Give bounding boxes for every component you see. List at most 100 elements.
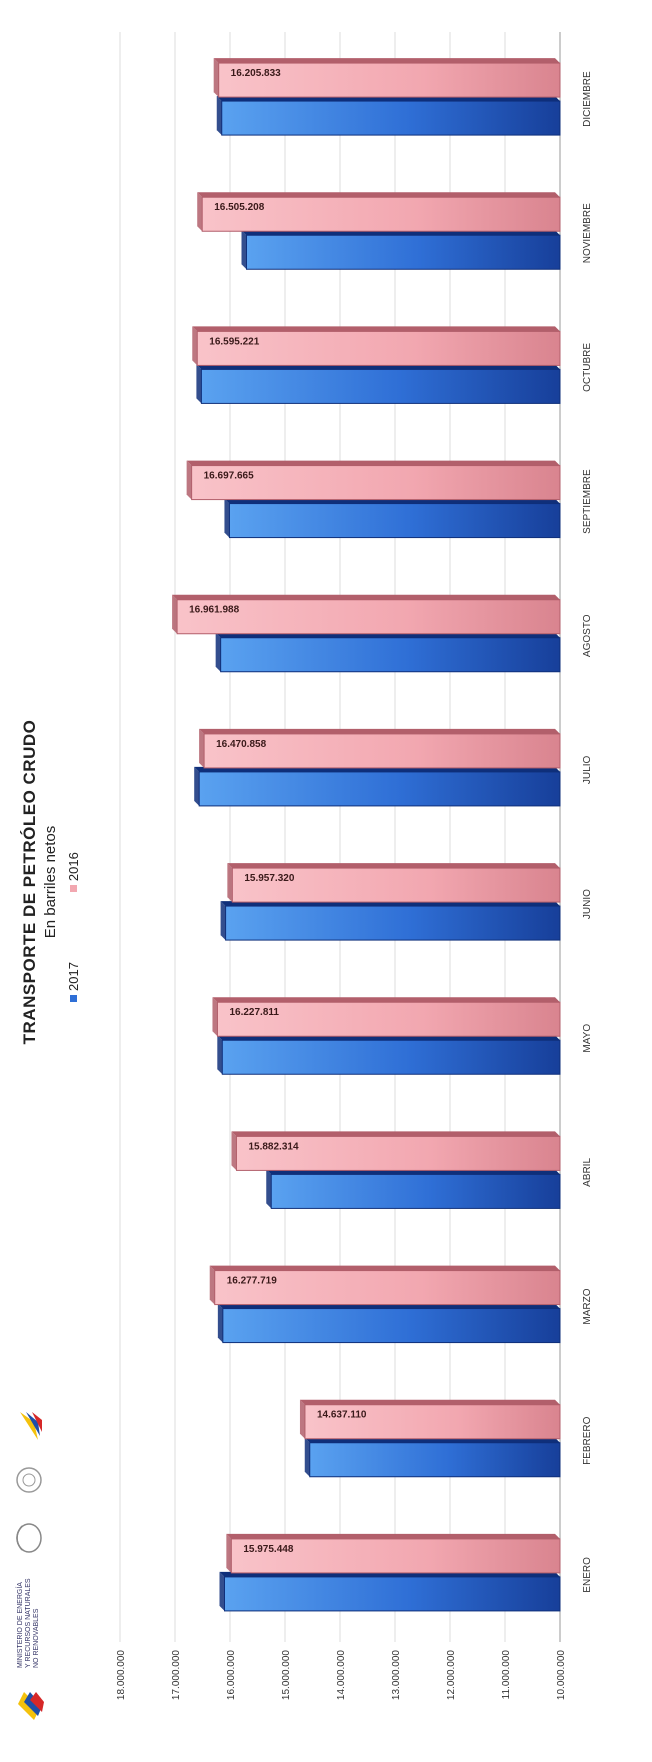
bar-side-2016 [212, 997, 560, 1003]
bar-2016 [230, 1538, 561, 1574]
bar-top-2017 [220, 901, 226, 941]
bar-top-2017 [194, 766, 200, 806]
data-label-2016: 16.697.665 [204, 471, 254, 482]
bar-layer [172, 58, 561, 1612]
bar-2016 [214, 1270, 561, 1306]
bar-2016 [201, 196, 561, 232]
bar-2017 [225, 905, 561, 941]
category-label: FEBRERO [582, 1416, 593, 1465]
bar-2017 [221, 1039, 561, 1075]
bar-2017 [222, 1308, 561, 1344]
bar-top-2016 [209, 1265, 215, 1305]
data-label-2016: 16.595.221 [209, 336, 259, 347]
bar-2017 [200, 368, 561, 404]
bar-top-2016 [227, 863, 233, 903]
bar-2016 [218, 62, 561, 98]
bar-top-2016 [172, 594, 178, 634]
bar-top-2016 [199, 728, 205, 768]
coat-of-arms-icon [16, 1523, 42, 1553]
y-tick-label: 17.000.000 [171, 1650, 182, 1700]
category-label: ENERO [582, 1557, 593, 1593]
category-label: OCTUBRE [582, 343, 593, 392]
data-label-2016: 16.505.208 [214, 202, 264, 213]
bar-2017 [224, 1576, 561, 1612]
bar-top-2016 [231, 1131, 237, 1171]
bar-side-2016 [172, 594, 560, 600]
bar-top-2016 [226, 1533, 232, 1573]
bar-top-2016 [213, 58, 219, 98]
bar-2017 [246, 234, 561, 270]
bar-side-2016 [227, 863, 560, 869]
y-tick-label: 18.000.000 [116, 1650, 127, 1700]
data-label-2016: 16.277.719 [227, 1276, 277, 1287]
grid-layer [119, 32, 561, 1642]
bar-2016 [235, 1135, 561, 1171]
y-tick-label: 15.000.000 [281, 1650, 292, 1700]
category-label: JULIO [582, 756, 593, 785]
bar-side-2016 [213, 58, 560, 64]
category-label: MAYO [582, 1024, 593, 1053]
bar-side-2016 [226, 1533, 560, 1539]
bar-2016 [196, 330, 561, 366]
flag-arrow-logo-icon [20, 1412, 42, 1440]
data-label-2016: 15.882.314 [248, 1141, 298, 1152]
bar-2017 [198, 771, 561, 807]
category-label: ABRIL [582, 1158, 593, 1187]
bar-2017 [309, 1442, 561, 1478]
data-label-2016: 15.975.448 [243, 1544, 293, 1555]
bar-top-2017 [196, 364, 202, 404]
bar-side-2016 [209, 1265, 560, 1271]
bar-side-2016 [197, 192, 560, 198]
bar-top-2017 [217, 1303, 223, 1343]
data-label-2016: 16.205.833 [231, 68, 281, 79]
ecuador-flag-logo-icon [18, 1692, 44, 1720]
bar-top-2017 [215, 632, 221, 672]
bar-2017 [220, 637, 561, 673]
bar-top-2017 [219, 1571, 225, 1611]
bar-side-2016 [299, 1399, 560, 1405]
bar-top-2016 [212, 997, 218, 1037]
data-label-2016: 16.227.811 [229, 1007, 279, 1018]
bar-side-2016 [192, 326, 560, 332]
data-label-2016: 14.637.110 [317, 1410, 367, 1421]
bar-top-2017 [224, 498, 230, 538]
bar-2017 [221, 100, 561, 136]
data-label-2016: 16.470.858 [216, 739, 266, 750]
bar-top-2017 [241, 230, 247, 270]
bar-2017 [270, 1173, 561, 1209]
bar-2017 [228, 503, 561, 539]
bar-top-2016 [192, 326, 198, 366]
bar-top-2016 [197, 192, 203, 232]
bar-top-2017 [304, 1437, 310, 1477]
category-label: MARZO [582, 1288, 593, 1324]
bar-top-2017 [266, 1169, 272, 1209]
data-label-2016: 15.957.320 [244, 873, 294, 884]
bar-side-2016 [231, 1131, 560, 1137]
bar-2016 [203, 733, 561, 769]
bar-2016 [216, 1001, 561, 1037]
data-label-2016: 16.961.988 [189, 605, 239, 616]
y-tick-label: 11.000.000 [501, 1650, 512, 1700]
bar-top-2017 [217, 1035, 223, 1075]
bar-top-2016 [299, 1399, 305, 1439]
bar-top-2016 [186, 460, 192, 500]
bar-2016 [191, 465, 561, 501]
bar-side-2016 [186, 460, 560, 466]
y-tick-label: 13.000.000 [391, 1650, 402, 1700]
bar-2016 [231, 867, 561, 903]
y-tick-label: 16.000.000 [226, 1650, 237, 1700]
logo-area: MINISTERIO DE ENERGÍA Y RECURSOS NATURAL… [14, 1408, 44, 1722]
category-label: JUNIO [582, 889, 593, 919]
seal-icon [16, 1467, 42, 1493]
category-label: NOVIEMBRE [582, 203, 593, 263]
bar-2016 [304, 1404, 561, 1440]
category-label: SEPTIEMBRE [582, 469, 593, 534]
bar-top-2017 [216, 96, 222, 136]
y-tick-label: 12.000.000 [446, 1650, 457, 1700]
category-label: DICIEMBRE [582, 71, 593, 127]
bar-2016 [176, 599, 561, 635]
y-tick-label: 14.000.000 [336, 1650, 347, 1700]
